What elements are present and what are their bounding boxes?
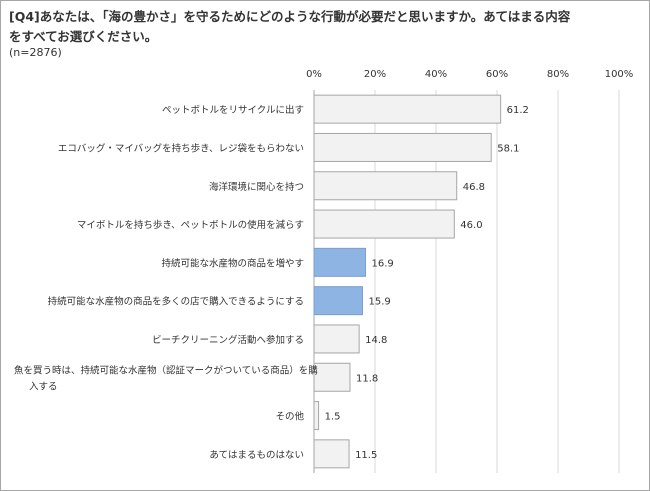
data-label: 46.0 — [460, 220, 482, 231]
data-label: 16.9 — [372, 258, 394, 269]
bar — [313, 132, 492, 162]
chart-title: [Q4]あなたは、「海の豊かさ」を守るためにどのような行動が必要だと思いますか。… — [9, 7, 609, 47]
category-label: 海洋環境に関心を持つ — [209, 181, 304, 193]
data-label: 11.5 — [355, 450, 377, 461]
bar — [313, 247, 367, 277]
bar — [313, 362, 351, 392]
x-tick-label: 20% — [364, 69, 386, 80]
category-label-line2: 入する — [29, 381, 58, 392]
x-tick-label: 0% — [306, 69, 322, 80]
category-label: ペットボトルをリサイクルに出す — [162, 104, 304, 116]
data-label: 14.8 — [365, 335, 387, 346]
category-label: あてはまるものはない — [209, 450, 304, 461]
data-label: 61.2 — [507, 105, 529, 116]
data-label: 15.9 — [368, 297, 390, 308]
category-label: 持続可能な水産物の商品を増やす — [161, 257, 304, 269]
bar — [313, 324, 360, 354]
x-tick-label: 40% — [425, 69, 447, 80]
category-label: マイボトルを持ち歩き、ペットボトルの使用を減らす — [77, 219, 304, 231]
bar — [313, 439, 350, 469]
data-label: 46.8 — [463, 182, 485, 193]
x-tick-label: 100% — [605, 69, 634, 80]
bar — [313, 209, 455, 239]
category-label: ビーチクリーニング活動へ参加する — [152, 334, 304, 346]
bar — [313, 286, 363, 316]
bar — [313, 171, 458, 201]
category-label: 持続可能な水産物の商品を多くの店で購入できるようにする — [48, 296, 304, 308]
data-label: 58.1 — [497, 143, 519, 154]
category-label: エコバッグ・マイバッグを持ち歩き、レジ袋をもらわない — [58, 142, 304, 154]
x-tick-label: 60% — [486, 69, 508, 80]
category-label: その他 — [275, 411, 304, 423]
title-line-1: [Q4]あなたは、「海の豊かさ」を守るためにどのような行動が必要だと思いますか。… — [9, 9, 571, 24]
title-line-2: をすべてお選びください。 — [9, 29, 158, 44]
data-label: 1.5 — [325, 412, 341, 423]
bar — [313, 401, 320, 431]
data-label: 11.8 — [356, 373, 378, 384]
bar — [313, 94, 502, 124]
x-tick-label: 80% — [547, 69, 569, 80]
sample-size-note: (n=2876) — [9, 46, 62, 59]
category-label: 魚を買う時は、持続可能な水産物（認証マークがついている商品）を購 — [14, 364, 318, 376]
